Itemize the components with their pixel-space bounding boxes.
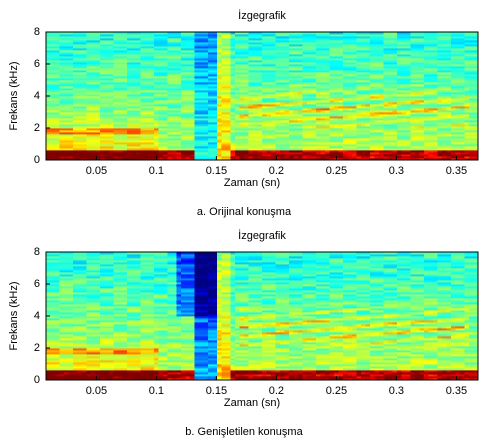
spectrogram-image [46,32,478,160]
chart-title: İzgegrafik [238,9,286,22]
